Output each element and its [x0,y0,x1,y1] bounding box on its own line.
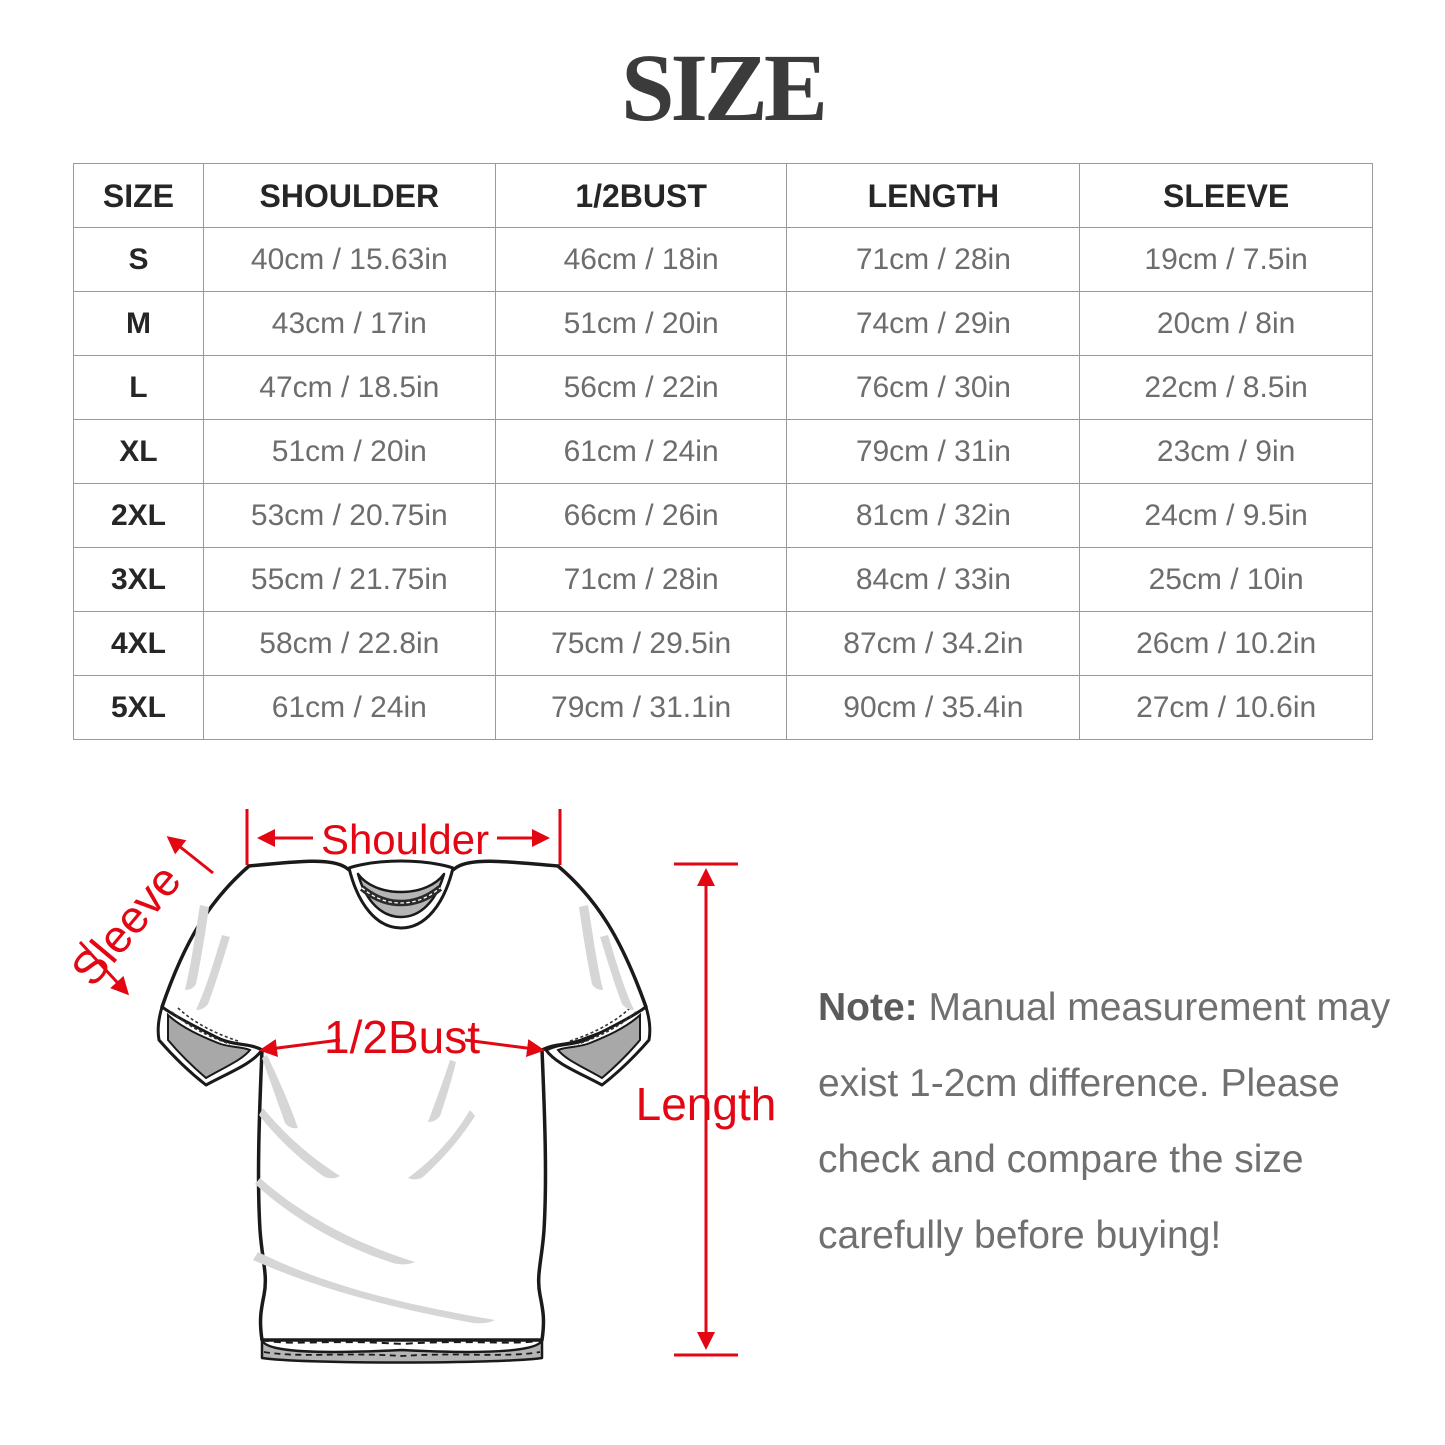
svg-text:Shoulder: Shoulder [321,816,489,863]
svg-text:Sleeve: Sleeve [61,854,191,995]
svg-text:Length: Length [636,1078,777,1130]
svg-text:1/2Bust: 1/2Bust [324,1011,480,1063]
